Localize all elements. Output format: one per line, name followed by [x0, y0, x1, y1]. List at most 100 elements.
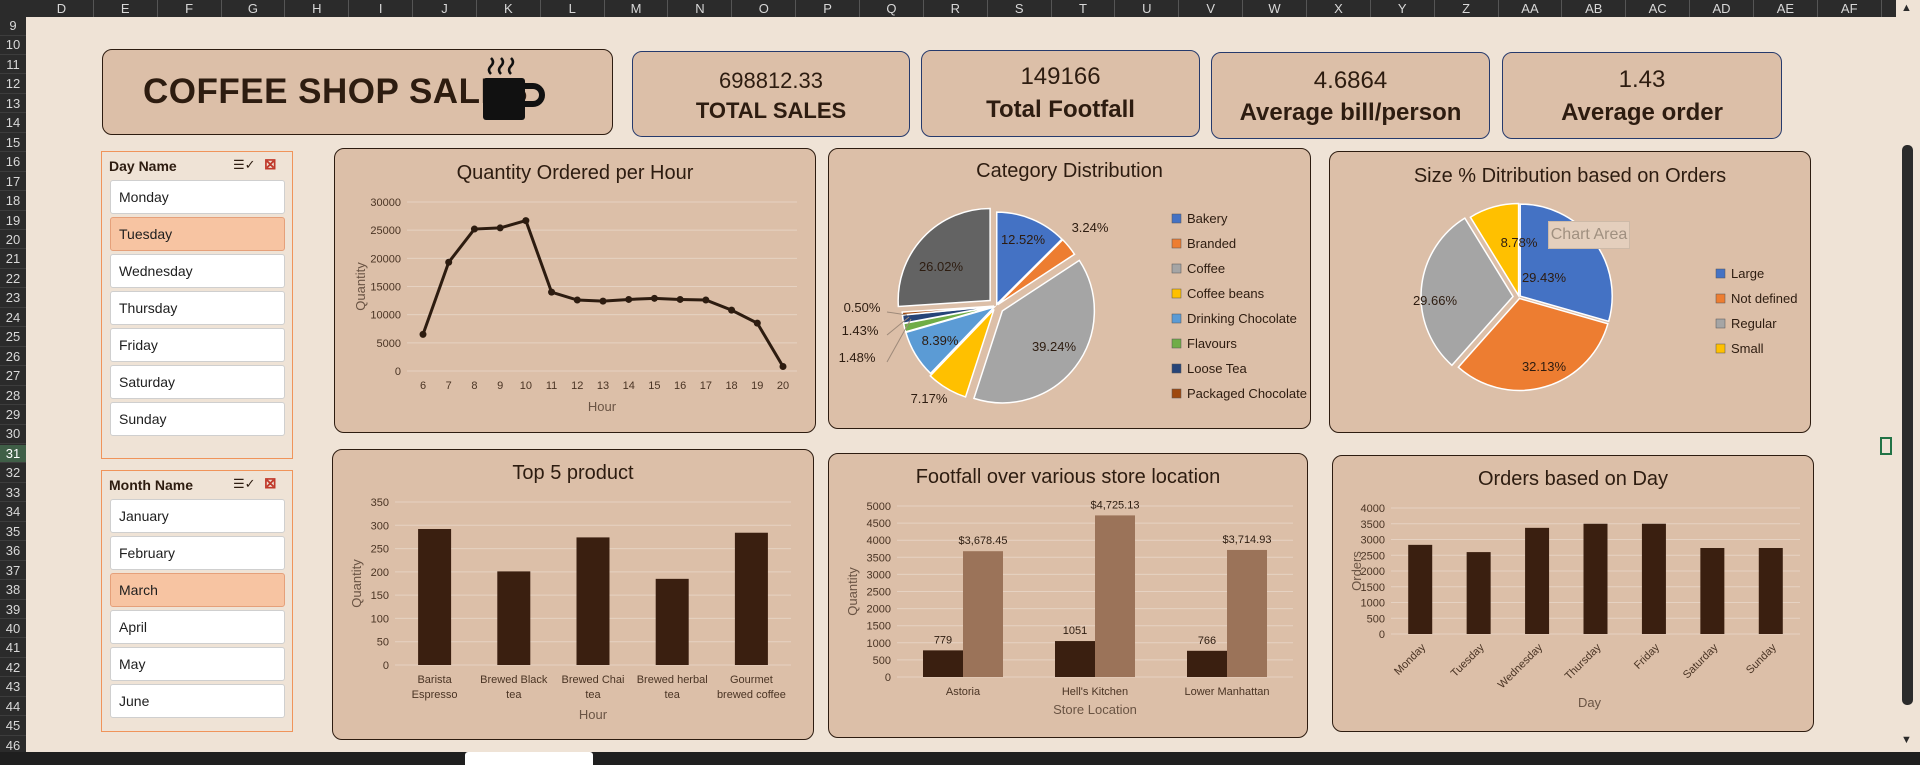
column-header-ab[interactable]: AB — [1562, 0, 1627, 17]
slicer-item-sunday[interactable]: Sunday — [110, 402, 285, 436]
column-header-j[interactable]: J — [413, 0, 477, 17]
row-header-32[interactable]: 32 — [0, 464, 26, 483]
column-header-l[interactable]: L — [541, 0, 605, 17]
row-header-25[interactable]: 25 — [0, 328, 26, 347]
row-header-42[interactable]: 42 — [0, 659, 26, 678]
column-header-h[interactable]: H — [285, 0, 350, 17]
slicer-item-march[interactable]: March — [110, 573, 285, 607]
row-header-13[interactable]: 13 — [0, 95, 26, 114]
scroll-down-icon[interactable]: ▼ — [1901, 734, 1912, 746]
column-header-n[interactable]: N — [669, 0, 733, 17]
legend-swatch — [1171, 388, 1182, 399]
row-header-9[interactable]: 9 — [0, 17, 26, 36]
column-header-q[interactable]: Q — [860, 0, 924, 17]
category-distribution-chart[interactable]: Category Distribution 12.52% 3.24% 39.24% 7… — [828, 148, 1311, 429]
x-tick-label: Astoria — [946, 686, 981, 698]
row-header-37[interactable]: 37 — [0, 562, 26, 581]
slicer-item-may[interactable]: May — [110, 647, 285, 681]
column-header-aa[interactable]: AA — [1499, 0, 1563, 17]
slicer-item-wednesday[interactable]: Wednesday — [110, 254, 285, 288]
slicer-item-saturday[interactable]: Saturday — [110, 365, 285, 399]
slicer-item-january[interactable]: January — [110, 499, 285, 533]
column-header-v[interactable]: V — [1179, 0, 1244, 17]
column-header-y[interactable]: Y — [1371, 0, 1435, 17]
row-header-24[interactable]: 24 — [0, 309, 26, 328]
multi-select-icon[interactable]: ☰✓ — [233, 157, 256, 172]
row-header-14[interactable]: 14 — [0, 114, 26, 133]
slicer-item-april[interactable]: April — [110, 610, 285, 644]
footfall-location-chart[interactable]: Footfall over various store location 0 50… — [828, 453, 1308, 738]
row-header-26[interactable]: 26 — [0, 348, 26, 367]
column-header-p[interactable]: P — [796, 0, 861, 17]
quantity-per-hour-chart[interactable]: Quantity Ordered per Hour 0 5000 10000 1500… — [334, 148, 816, 433]
column-header-o[interactable]: O — [732, 0, 797, 17]
legend-label: Not defined — [1731, 291, 1798, 306]
row-header-38[interactable]: 38 — [0, 581, 26, 600]
column-header-u[interactable]: U — [1115, 0, 1180, 17]
row-header-18[interactable]: 18 — [0, 192, 26, 211]
row-header-34[interactable]: 34 — [0, 503, 26, 522]
row-header-16[interactable]: 16 — [0, 153, 26, 172]
row-header-29[interactable]: 29 — [0, 406, 26, 425]
column-header-g[interactable]: G — [222, 0, 286, 17]
column-header-t[interactable]: T — [1052, 0, 1116, 17]
sheet-tab-active[interactable] — [465, 752, 593, 765]
row-header-27[interactable]: 27 — [0, 367, 26, 386]
slicer-item-february[interactable]: February — [110, 536, 285, 570]
top-5-product-chart[interactable]: Top 5 product 0 50 100 150 200 250 300 350 Quant… — [332, 449, 814, 740]
column-header-k[interactable]: K — [477, 0, 541, 17]
row-header-41[interactable]: 41 — [0, 639, 26, 658]
row-header-23[interactable]: 23 — [0, 289, 26, 308]
row-header-36[interactable]: 36 — [0, 542, 26, 561]
column-header-d[interactable]: D — [30, 0, 94, 17]
row-header-12[interactable]: 12 — [0, 75, 26, 94]
column-header-x[interactable]: X — [1307, 0, 1371, 17]
column-header-ad[interactable]: AD — [1690, 0, 1754, 17]
column-header-r[interactable]: R — [924, 0, 988, 17]
slicer-item-tuesday[interactable]: Tuesday — [110, 217, 285, 251]
row-header-11[interactable]: 11 — [0, 56, 26, 75]
slicer-item-thursday[interactable]: Thursday — [110, 291, 285, 325]
row-header-21[interactable]: 21 — [0, 250, 26, 269]
column-header-w[interactable]: W — [1243, 0, 1307, 17]
column-header-s[interactable]: S — [988, 0, 1052, 17]
column-header-af[interactable]: AF — [1818, 0, 1882, 17]
size-distribution-chart[interactable]: Size % Ditribution based on Orders 29.43… — [1329, 151, 1811, 433]
column-header-m[interactable]: M — [605, 0, 669, 17]
row-header-35[interactable]: 35 — [0, 523, 26, 542]
row-header-39[interactable]: 39 — [0, 601, 26, 619]
column-header-e[interactable]: E — [94, 0, 158, 17]
column-header-f[interactable]: F — [158, 0, 222, 17]
row-header-43[interactable]: 43 — [0, 678, 26, 697]
row-header-40[interactable]: 40 — [0, 620, 26, 639]
clear-filter-icon[interactable]: ⊠ — [264, 156, 277, 173]
slicer-item-june[interactable]: June — [110, 684, 285, 718]
scrollbar-thumb[interactable] — [1902, 145, 1913, 705]
orders-by-day-chart[interactable]: Orders based on Day 0 500 1000 1500 2000 2500… — [1332, 455, 1814, 732]
slicer-item-friday[interactable]: Friday — [110, 328, 285, 362]
column-header-ac[interactable]: AC — [1626, 0, 1691, 17]
row-header-45[interactable]: 45 — [0, 717, 26, 736]
column-header-z[interactable]: Z — [1435, 0, 1499, 17]
multi-select-icon[interactable]: ☰✓ — [233, 476, 256, 491]
row-header-33[interactable]: 33 — [0, 484, 26, 503]
row-header-28[interactable]: 28 — [0, 387, 26, 406]
row-header-31[interactable]: 31 — [0, 444, 26, 464]
slicer-item-monday[interactable]: Monday — [110, 180, 285, 214]
row-header-17[interactable]: 17 — [0, 173, 26, 192]
row-header-20[interactable]: 20 — [0, 231, 26, 250]
row-header-44[interactable]: 44 — [0, 698, 26, 717]
vertical-scrollbar[interactable]: ▲ ▼ — [1896, 0, 1920, 752]
y-tick-label: 2500 — [867, 587, 891, 599]
row-header-10[interactable]: 10 — [0, 36, 26, 55]
row-header-15[interactable]: 15 — [0, 134, 26, 153]
column-header-ae[interactable]: AE — [1754, 0, 1818, 17]
column-header-i[interactable]: I — [349, 0, 414, 17]
row-header-30[interactable]: 30 — [0, 425, 26, 444]
scroll-up-icon[interactable]: ▲ — [1901, 2, 1912, 14]
row-header-19[interactable]: 19 — [0, 212, 26, 230]
clear-filter-icon[interactable]: ⊠ — [264, 475, 277, 492]
row-header-22[interactable]: 22 — [0, 270, 26, 289]
x-tick-label: 10 — [520, 380, 532, 392]
bar — [1700, 548, 1725, 634]
